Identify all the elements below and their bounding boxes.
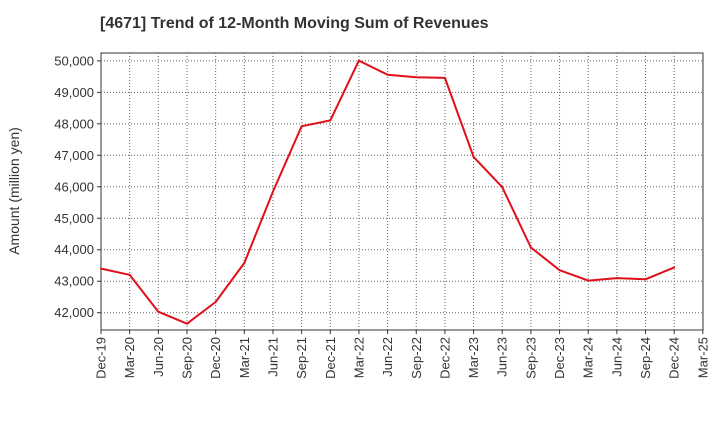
data-point xyxy=(357,59,360,62)
x-tick-label: Mar-22 xyxy=(351,337,366,378)
chart-title: [4671] Trend of 12-Month Moving Sum of R… xyxy=(100,15,489,32)
x-tick-label: Mar-20 xyxy=(122,337,137,378)
y-tick-label: 47,000 xyxy=(54,148,94,163)
y-tick-label: 50,000 xyxy=(54,53,94,68)
data-point xyxy=(501,186,504,189)
data-point xyxy=(300,125,303,128)
data-point xyxy=(644,278,647,281)
y-axis-ticks: 42,000 43,000 44,000 45,000 46,000 47,000 48,0… xyxy=(54,53,101,320)
series-layer xyxy=(100,59,676,325)
data-point xyxy=(329,119,332,122)
x-tick-label: Sep-24 xyxy=(638,337,653,379)
x-tick-label: Jun-20 xyxy=(151,337,166,377)
data-point xyxy=(587,279,590,282)
data-point xyxy=(185,322,188,325)
data-point xyxy=(157,310,160,313)
data-point xyxy=(214,300,217,303)
x-tick-label: Dec-22 xyxy=(437,337,452,379)
y-tick-label: 42,000 xyxy=(54,305,94,320)
x-tick-label: Dec-24 xyxy=(667,337,682,379)
data-point xyxy=(386,73,389,76)
x-tick-label: Jun-23 xyxy=(495,337,510,377)
data-point xyxy=(415,76,418,79)
x-tick-label: Mar-24 xyxy=(581,337,596,378)
data-point xyxy=(271,190,274,193)
data-point xyxy=(529,246,532,249)
data-point xyxy=(558,269,561,272)
x-tick-label: Mar-25 xyxy=(695,337,710,378)
x-tick-label: Jun-24 xyxy=(609,337,624,377)
gridlines xyxy=(101,53,703,330)
data-point xyxy=(128,273,131,276)
data-point xyxy=(100,267,102,270)
y-tick-label: 44,000 xyxy=(54,242,94,257)
x-tick-label: Dec-19 xyxy=(94,337,109,379)
y-tick-label: 48,000 xyxy=(54,116,94,131)
y-tick-label: 49,000 xyxy=(54,85,94,100)
plot-area-frame xyxy=(100,52,704,331)
x-tick-label: Dec-21 xyxy=(323,337,338,379)
x-tick-label: Jun-21 xyxy=(265,337,280,377)
x-tick-label: Sep-20 xyxy=(179,337,194,379)
data-point xyxy=(673,266,676,269)
data-point xyxy=(615,277,618,280)
x-tick-label: Jun-22 xyxy=(380,337,395,377)
x-tick-label: Sep-23 xyxy=(523,337,538,379)
x-tick-label: Sep-22 xyxy=(409,337,424,379)
x-tick-label: Dec-20 xyxy=(208,337,223,379)
data-point xyxy=(243,261,246,264)
x-tick-label: Mar-23 xyxy=(466,337,481,378)
data-point xyxy=(472,155,475,158)
y-tick-label: 45,000 xyxy=(54,211,94,226)
x-tick-label: Dec-23 xyxy=(552,337,567,379)
y-axis-title: Amount (million yen) xyxy=(6,127,22,255)
x-axis-ticks: Dec-19 Mar-20 Jun-20 Sep-20 Dec-20 Mar-21 Jun-… xyxy=(94,330,710,379)
x-tick-label: Sep-21 xyxy=(294,337,309,379)
data-point xyxy=(443,76,446,79)
x-tick-label: Mar-21 xyxy=(237,337,252,378)
y-tick-label: 43,000 xyxy=(54,274,94,289)
y-tick-label: 46,000 xyxy=(54,179,94,194)
